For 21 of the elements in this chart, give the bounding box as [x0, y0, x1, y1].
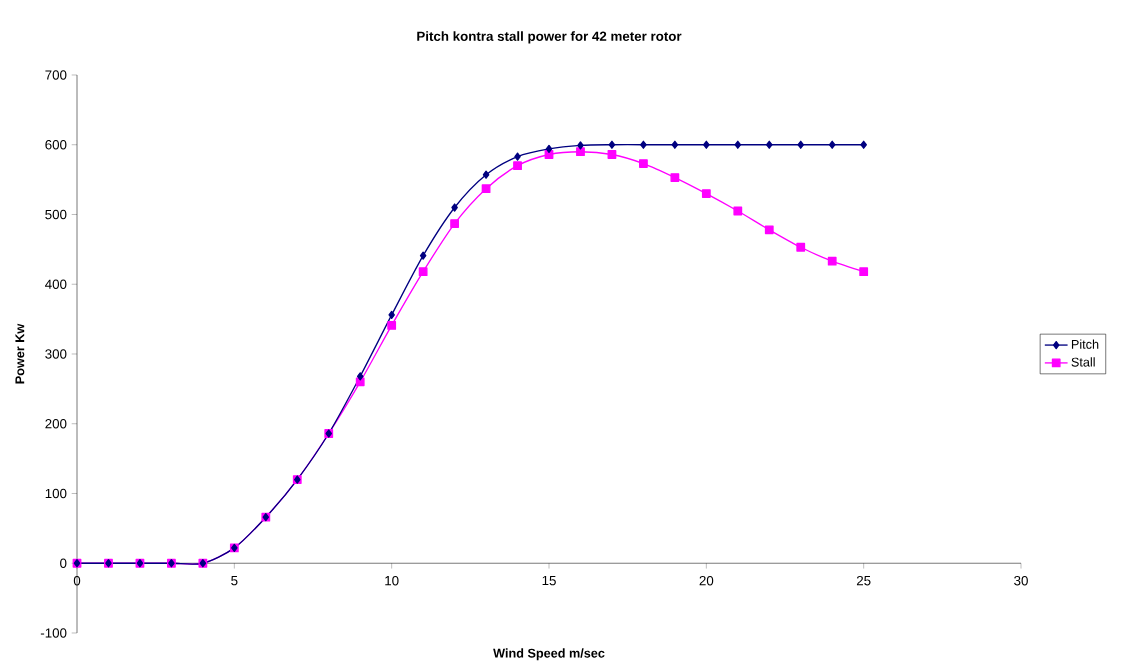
x-tick-label: 20	[699, 575, 714, 586]
x-axis-title: Wind Speed m/sec	[493, 648, 605, 661]
y-tick-label: 100	[45, 488, 67, 499]
y-axis-title: Power Kw	[15, 323, 25, 384]
y-tick-label: 300	[45, 349, 67, 359]
chart-title: Pitch kontra stall power for 42 meter rotor	[417, 31, 682, 44]
y-tick-label: -100	[40, 628, 67, 638]
x-tick-label: 0	[73, 575, 81, 586]
y-tick-label: 500	[45, 209, 67, 220]
x-tick-label: 30	[1014, 575, 1028, 586]
x-tick-label: 5	[231, 575, 238, 586]
x-tick-label: 25	[856, 575, 871, 586]
legend-label: Pitch	[1071, 339, 1099, 349]
y-tick-label: 400	[45, 279, 67, 289]
y-tick-label: 700	[45, 70, 67, 80]
y-tick-label: 600	[45, 140, 67, 150]
y-tick-label: 200	[45, 419, 67, 429]
y-tick-label: 0	[60, 558, 67, 568]
x-tick-label: 15	[542, 575, 556, 586]
x-tick-label: 10	[385, 575, 399, 586]
legend-label: Stall	[1071, 357, 1095, 367]
